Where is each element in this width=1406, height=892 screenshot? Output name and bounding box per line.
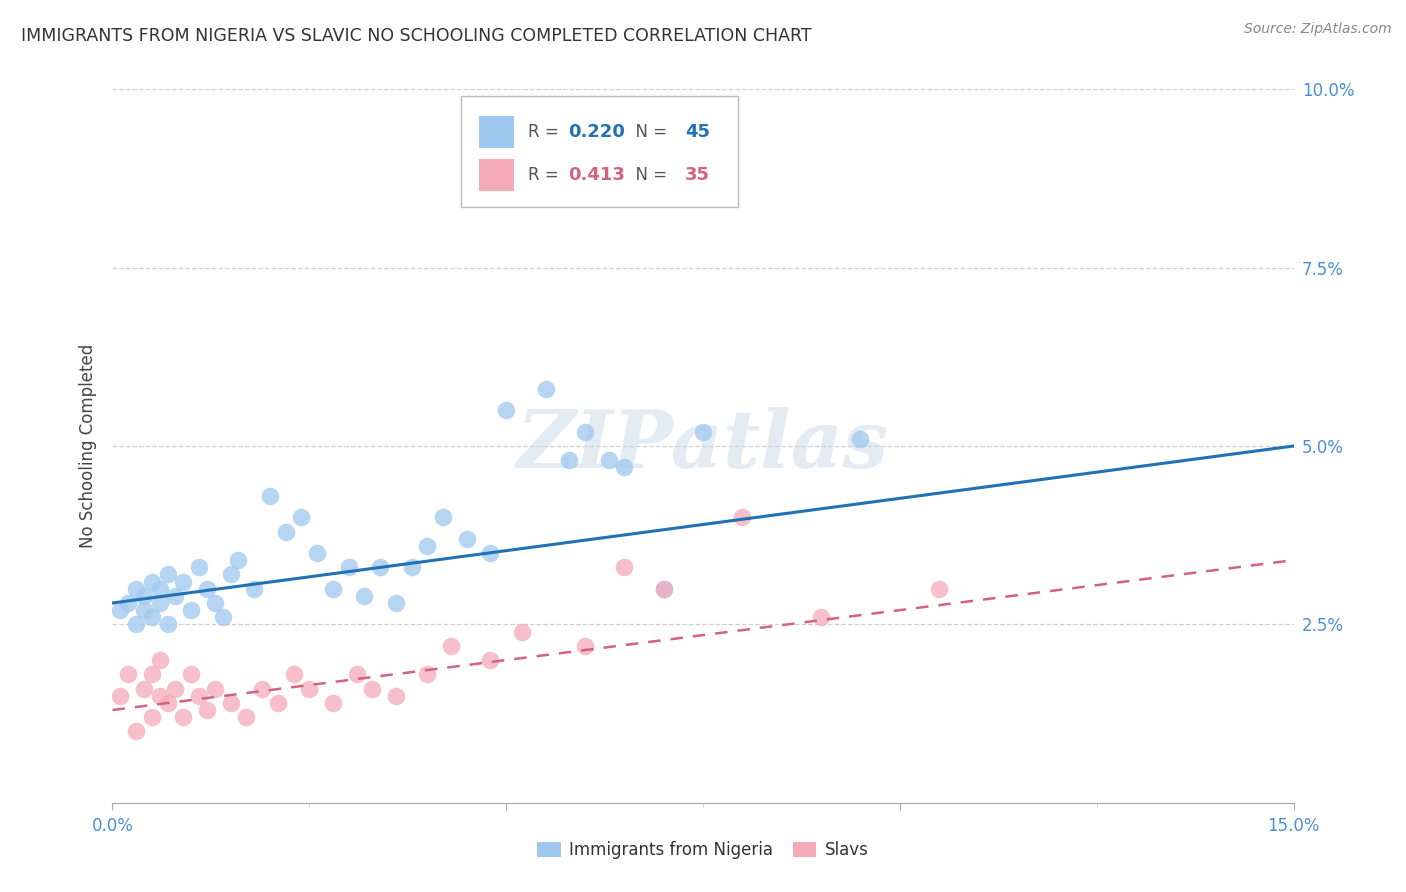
Text: N =: N =: [626, 166, 672, 184]
Text: R =: R =: [529, 123, 564, 141]
Point: [125, 582, 148, 596]
Point: [353, 589, 375, 603]
Point: [558, 453, 581, 467]
Point: [346, 667, 368, 681]
Point: [243, 582, 266, 596]
Point: [652, 582, 675, 596]
Point: [432, 510, 454, 524]
Point: [132, 589, 155, 603]
Point: [125, 724, 148, 739]
Point: [156, 696, 179, 710]
Point: [149, 689, 172, 703]
FancyBboxPatch shape: [461, 96, 738, 207]
Point: [534, 382, 557, 396]
Point: [228, 553, 250, 567]
Point: [322, 696, 344, 710]
Point: [117, 667, 139, 681]
Point: [274, 524, 297, 539]
Text: 0.220: 0.220: [568, 123, 626, 141]
Point: [574, 425, 596, 439]
Point: [337, 560, 360, 574]
Point: [385, 689, 408, 703]
Point: [598, 453, 620, 467]
Text: R =: R =: [529, 166, 564, 184]
Point: [195, 582, 218, 596]
Point: [219, 567, 242, 582]
Point: [156, 567, 179, 582]
Point: [495, 403, 517, 417]
Point: [110, 603, 132, 617]
Point: [125, 617, 148, 632]
Y-axis label: No Schooling Completed: No Schooling Completed: [79, 344, 97, 548]
Text: 0.413: 0.413: [568, 166, 626, 184]
Point: [141, 710, 163, 724]
Point: [401, 560, 423, 574]
Point: [361, 681, 384, 696]
Point: [219, 696, 242, 710]
Point: [180, 667, 202, 681]
Point: [250, 681, 273, 696]
Point: [110, 689, 132, 703]
Point: [510, 624, 533, 639]
Point: [267, 696, 290, 710]
Point: [188, 689, 211, 703]
Point: [385, 596, 408, 610]
Point: [149, 596, 172, 610]
Point: [149, 582, 172, 596]
Point: [132, 603, 155, 617]
Point: [574, 639, 596, 653]
Point: [172, 710, 194, 724]
Point: [283, 667, 305, 681]
Point: [479, 653, 502, 667]
Point: [195, 703, 218, 717]
Point: [165, 589, 187, 603]
Point: [440, 639, 463, 653]
Point: [172, 574, 194, 589]
Point: [456, 532, 478, 546]
Point: [849, 432, 872, 446]
Point: [141, 574, 163, 589]
Point: [613, 560, 636, 574]
Point: [204, 596, 226, 610]
Text: Source: ZipAtlas.com: Source: ZipAtlas.com: [1244, 22, 1392, 37]
Point: [928, 582, 950, 596]
Point: [290, 510, 312, 524]
Point: [416, 667, 439, 681]
Point: [652, 582, 675, 596]
Point: [235, 710, 257, 724]
Point: [322, 582, 344, 596]
Point: [810, 610, 832, 624]
Point: [479, 546, 502, 560]
Point: [188, 560, 211, 574]
Point: [149, 653, 172, 667]
Point: [141, 667, 163, 681]
Point: [204, 681, 226, 696]
Text: IMMIGRANTS FROM NIGERIA VS SLAVIC NO SCHOOLING COMPLETED CORRELATION CHART: IMMIGRANTS FROM NIGERIA VS SLAVIC NO SCH…: [21, 27, 811, 45]
Point: [165, 681, 187, 696]
Point: [416, 539, 439, 553]
Point: [259, 489, 281, 503]
Point: [180, 603, 202, 617]
Text: ZIPatlas: ZIPatlas: [517, 408, 889, 484]
Point: [156, 617, 179, 632]
Point: [731, 510, 754, 524]
Point: [211, 610, 233, 624]
Bar: [478, 116, 515, 148]
Point: [298, 681, 321, 696]
Text: 35: 35: [685, 166, 710, 184]
Point: [117, 596, 139, 610]
Point: [307, 546, 329, 560]
Point: [613, 460, 636, 475]
Text: N =: N =: [626, 123, 672, 141]
Bar: [478, 159, 515, 191]
Point: [141, 610, 163, 624]
Point: [692, 425, 714, 439]
Text: 45: 45: [685, 123, 710, 141]
Point: [132, 681, 155, 696]
Point: [368, 560, 391, 574]
Legend: Immigrants from Nigeria, Slavs: Immigrants from Nigeria, Slavs: [530, 835, 876, 866]
